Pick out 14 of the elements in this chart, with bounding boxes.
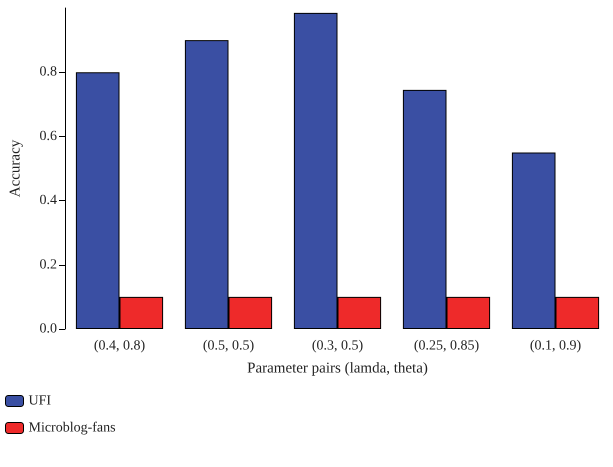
y-tick-label: 0.8 — [40, 64, 57, 80]
x-tick-label: (0.25, 0.85) — [414, 338, 480, 354]
y-tick-label: 0.4 — [40, 193, 57, 208]
y-tick-label: 0.2 — [40, 257, 57, 272]
y-tick-label: 0.0 — [40, 322, 57, 336]
legend-label: UFI — [28, 394, 52, 408]
x-tick-label: (0.1, 0.9) — [530, 338, 582, 354]
x-axis-title: Parameter pairs (lamda, theta) — [247, 360, 428, 376]
x-tick-label: (0.5, 0.5) — [202, 338, 254, 354]
x-tick-label: (0.3, 0.5) — [312, 338, 364, 354]
x-tick-label: (0.4, 0.8) — [94, 338, 146, 354]
y-tick-label: 0.6 — [40, 128, 57, 144]
y-axis-title: Accuracy — [8, 139, 24, 198]
legend-label: Microblog-fans — [28, 420, 116, 436]
